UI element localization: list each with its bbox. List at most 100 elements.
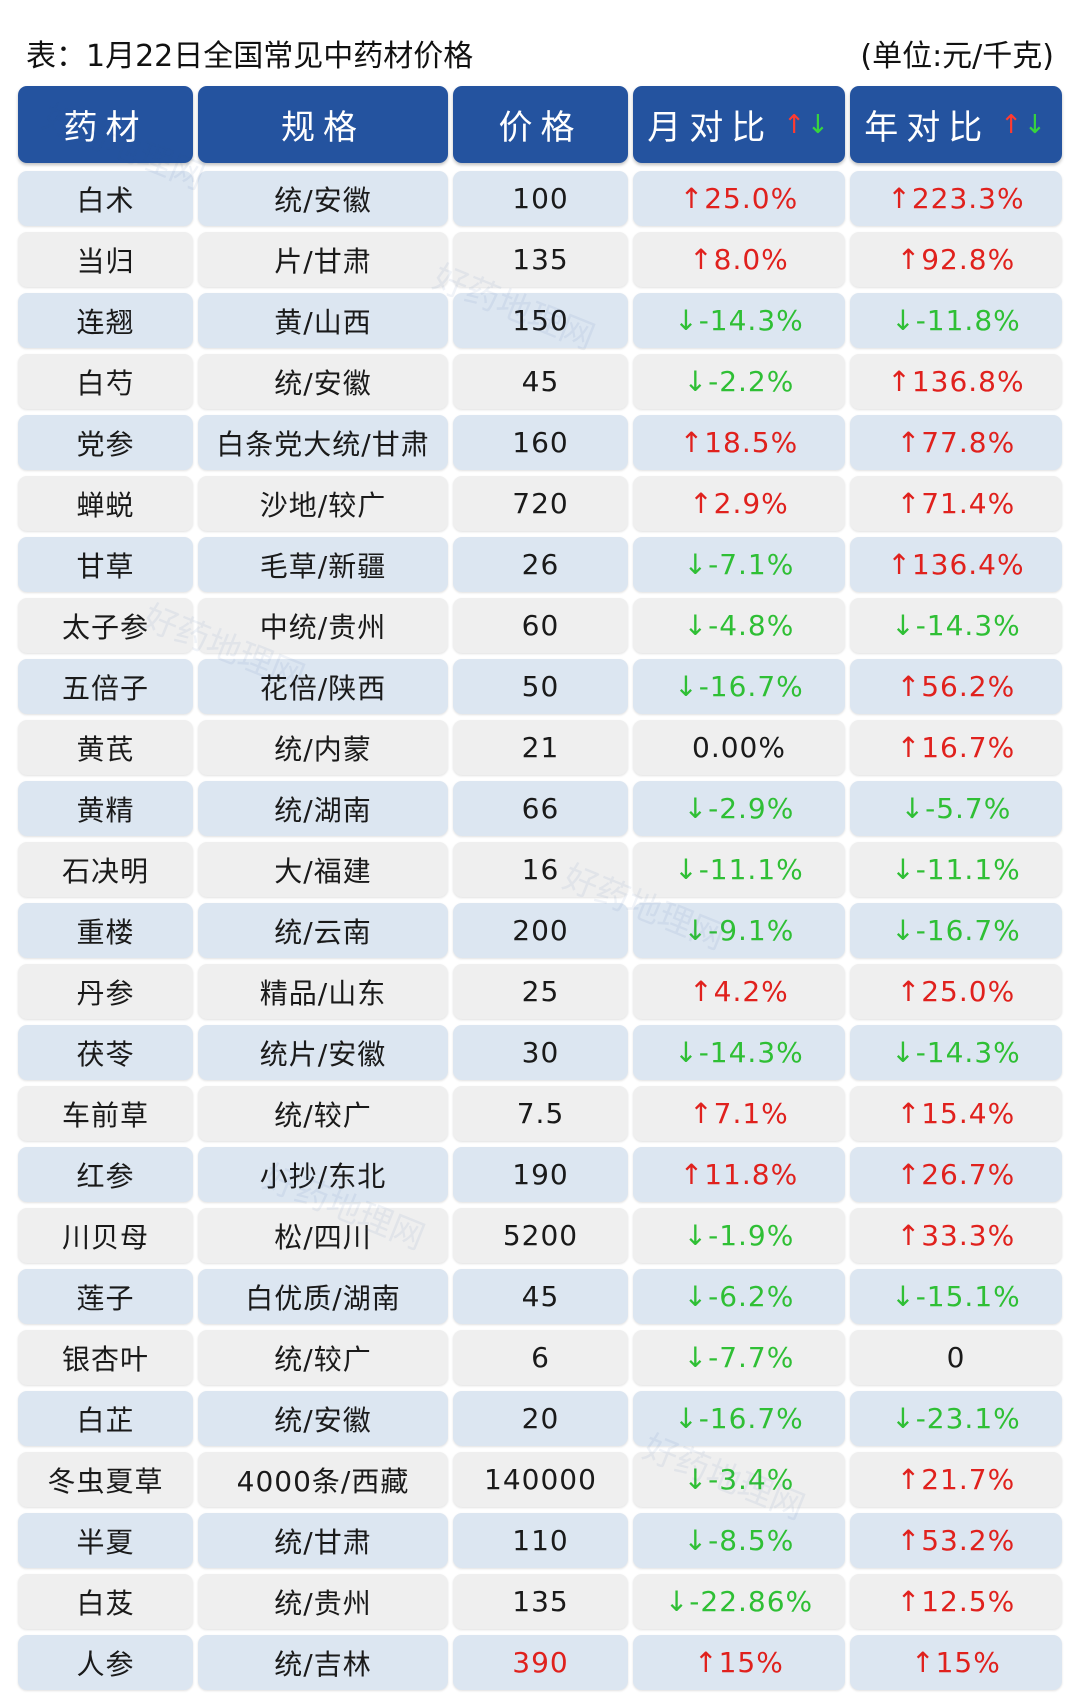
cell-spec: 白优质/湖南: [198, 1269, 448, 1324]
arrow-up-icon: ↑: [783, 109, 807, 140]
table-row: 人参 统/吉林 390 ↑15% ↑15%: [18, 1635, 1062, 1690]
cell-price: 66: [453, 781, 628, 836]
cell-year-change: ↓-5.7%: [850, 781, 1062, 836]
cell-name: 茯苓: [18, 1025, 193, 1080]
cell-name: 党参: [18, 415, 193, 470]
cell-name: 白芨: [18, 1574, 193, 1629]
cell-spec: 统/较广: [198, 1086, 448, 1141]
table-caption: 表：1月22日全国常见中药材价格 (单位:元/千克): [26, 30, 1054, 76]
header-year-label: 年对比: [864, 108, 991, 148]
cell-month-change: ↓-14.3%: [633, 293, 845, 348]
cell-price: 20: [453, 1391, 628, 1446]
cell-price: 25: [453, 964, 628, 1019]
cell-month-change: ↑25.0%: [633, 171, 845, 226]
cell-name: 半夏: [18, 1513, 193, 1568]
table-row: 甘草 毛草/新疆 26 ↓-7.1% ↑136.4%: [18, 537, 1062, 592]
cell-name: 白芍: [18, 354, 193, 409]
cell-spec: 统/吉林: [198, 1635, 448, 1690]
cell-name: 丹参: [18, 964, 193, 1019]
cell-year-change: ↑56.2%: [850, 659, 1062, 714]
cell-year-change: ↑71.4%: [850, 476, 1062, 531]
cell-month-change: ↑4.2%: [633, 964, 845, 1019]
cell-price: 50: [453, 659, 628, 714]
cell-month-change: ↓-2.2%: [633, 354, 845, 409]
table-row: 党参 白条党大统/甘肃 160 ↑18.5% ↑77.8%: [18, 415, 1062, 470]
cell-month-change: ↓-3.4%: [633, 1452, 845, 1507]
table-title: 表：1月22日全国常见中药材价格: [26, 39, 474, 74]
cell-name: 太子参: [18, 598, 193, 653]
table-row: 银杏叶 统/较广 6 ↓-7.7% 0: [18, 1330, 1062, 1385]
cell-month-change: ↑2.9%: [633, 476, 845, 531]
cell-name: 石决明: [18, 842, 193, 897]
cell-month-change: ↓-7.7%: [633, 1330, 845, 1385]
table-row: 半夏 统/甘肃 110 ↓-8.5% ↑53.2%: [18, 1513, 1062, 1568]
cell-name: 莲子: [18, 1269, 193, 1324]
cell-price: 45: [453, 1269, 628, 1324]
cell-month-change: ↓-9.1%: [633, 903, 845, 958]
table-row: 蝉蜕 沙地/较广 720 ↑2.9% ↑71.4%: [18, 476, 1062, 531]
cell-month-change: 0.00%: [633, 720, 845, 775]
cell-spec: 黄/山西: [198, 293, 448, 348]
cell-month-change: ↓-6.2%: [633, 1269, 845, 1324]
cell-spec: 松/四川: [198, 1208, 448, 1263]
table-row: 冬虫夏草 4000条/西藏 140000 ↓-3.4% ↑21.7%: [18, 1452, 1062, 1507]
arrow-down-icon: ↓: [1024, 109, 1048, 140]
cell-month-change: ↓-7.1%: [633, 537, 845, 592]
table-row: 太子参 中统/贵州 60 ↓-4.8% ↓-14.3%: [18, 598, 1062, 653]
cell-month-change: ↑15%: [633, 1635, 845, 1690]
cell-price: 200: [453, 903, 628, 958]
cell-price: 21: [453, 720, 628, 775]
table-row: 白芷 统/安徽 20 ↓-16.7% ↓-23.1%: [18, 1391, 1062, 1446]
arrow-down-icon: ↓: [807, 109, 831, 140]
cell-price: 100: [453, 171, 628, 226]
cell-spec: 4000条/西藏: [198, 1452, 448, 1507]
cell-spec: 白条党大统/甘肃: [198, 415, 448, 470]
cell-spec: 统/安徽: [198, 1391, 448, 1446]
cell-name: 白芷: [18, 1391, 193, 1446]
cell-name: 黄芪: [18, 720, 193, 775]
table-header-row: 药材 规格 价格 月对比 ↑↓ 年对比 ↑↓: [18, 86, 1062, 163]
table-row: 白芨 统/贵州 135 ↓-22.86% ↑12.5%: [18, 1574, 1062, 1629]
cell-year-change: ↓-11.1%: [850, 842, 1062, 897]
header-name: 药材: [18, 86, 193, 163]
table-row: 黄芪 统/内蒙 21 0.00% ↑16.7%: [18, 720, 1062, 775]
cell-year-change: ↑92.8%: [850, 232, 1062, 287]
cell-spec: 片/甘肃: [198, 232, 448, 287]
cell-month-change: ↓-4.8%: [633, 598, 845, 653]
cell-price: 30: [453, 1025, 628, 1080]
cell-name: 川贝母: [18, 1208, 193, 1263]
cell-year-change: ↑15%: [850, 1635, 1062, 1690]
cell-price: 720: [453, 476, 628, 531]
cell-price: 26: [453, 537, 628, 592]
cell-name: 重楼: [18, 903, 193, 958]
cell-year-change: ↑223.3%: [850, 171, 1062, 226]
cell-spec: 统/安徽: [198, 171, 448, 226]
price-table: 药材 规格 价格 月对比 ↑↓ 年对比 ↑↓ 白术 统/安徽 100 ↑25.0% ↑2…: [18, 86, 1062, 1696]
cell-year-change: ↑136.4%: [850, 537, 1062, 592]
header-year-arrows: ↑↓: [1000, 110, 1048, 140]
cell-year-change: ↑26.7%: [850, 1147, 1062, 1202]
cell-year-change: ↑25.0%: [850, 964, 1062, 1019]
table-row: 川贝母 松/四川 5200 ↓-1.9% ↑33.3%: [18, 1208, 1062, 1263]
cell-name: 当归: [18, 232, 193, 287]
cell-name: 连翘: [18, 293, 193, 348]
cell-year-change: ↑21.7%: [850, 1452, 1062, 1507]
table-row: 车前草 统/较广 7.5 ↑7.1% ↑15.4%: [18, 1086, 1062, 1141]
cell-year-change: ↓-14.3%: [850, 598, 1062, 653]
cell-price: 135: [453, 1574, 628, 1629]
cell-price: 390: [453, 1635, 628, 1690]
table-row: 红参 小抄/东北 190 ↑11.8% ↑26.7%: [18, 1147, 1062, 1202]
table-row: 白芍 统/安徽 45 ↓-2.2% ↑136.8%: [18, 354, 1062, 409]
cell-price: 150: [453, 293, 628, 348]
cell-name: 银杏叶: [18, 1330, 193, 1385]
cell-name: 蝉蜕: [18, 476, 193, 531]
table-row: 白术 统/安徽 100 ↑25.0% ↑223.3%: [18, 171, 1062, 226]
cell-month-change: ↓-2.9%: [633, 781, 845, 836]
cell-price: 190: [453, 1147, 628, 1202]
cell-name: 冬虫夏草: [18, 1452, 193, 1507]
cell-price: 110: [453, 1513, 628, 1568]
cell-month-change: ↑18.5%: [633, 415, 845, 470]
cell-month-change: ↓-1.9%: [633, 1208, 845, 1263]
cell-year-change: ↑33.3%: [850, 1208, 1062, 1263]
cell-spec: 统/贵州: [198, 1574, 448, 1629]
